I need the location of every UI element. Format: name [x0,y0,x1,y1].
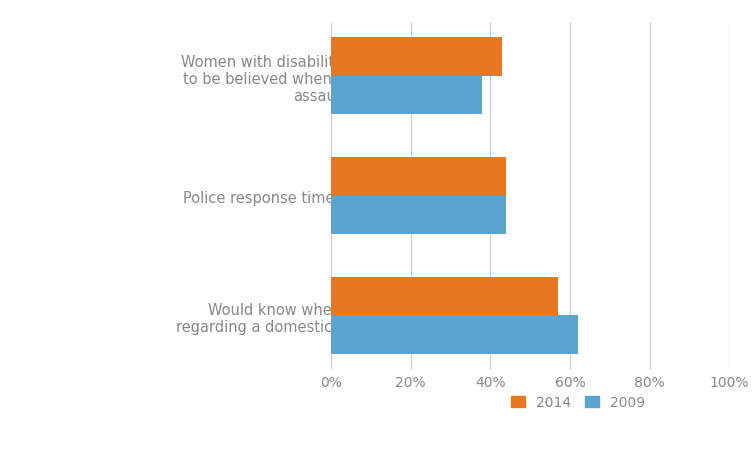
Bar [331,277,558,316]
Bar [331,38,502,77]
Bar [331,77,482,115]
Bar [331,316,578,354]
Legend: 2014, 2009: 2014, 2009 [505,390,650,415]
Bar [331,196,506,235]
Bar [331,158,506,196]
